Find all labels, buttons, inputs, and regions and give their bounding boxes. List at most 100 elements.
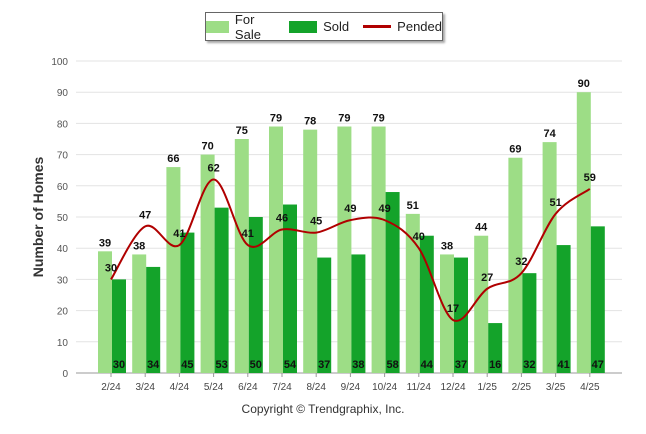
x-tick-label: 3/24 [135, 382, 155, 393]
x-tick-label: 8/24 [306, 382, 326, 393]
data-label-pended: 49 [344, 203, 356, 215]
y-tick-label: 40 [57, 244, 69, 255]
legend-item-for-sale: For Sale [206, 12, 275, 42]
data-label-for-sale: 70 [201, 141, 213, 153]
legend-item-pended: Pended [363, 19, 442, 34]
data-label-pended: 51 [549, 197, 561, 209]
data-label-sold: 37 [318, 359, 330, 371]
legend-swatch-sold [289, 20, 318, 33]
bar-for-sale [542, 142, 557, 373]
bar-sold [283, 204, 297, 373]
bar-sold [385, 192, 400, 373]
data-label-sold: 30 [113, 359, 125, 371]
x-tick-label: 10/24 [372, 382, 397, 393]
bar-sold [180, 232, 195, 373]
data-label-sold: 53 [215, 359, 227, 371]
bar-for-sale [234, 139, 249, 373]
y-tick-label: 30 [57, 275, 69, 286]
bar-sold [488, 323, 503, 373]
data-label-sold: 54 [284, 359, 297, 371]
data-label-sold: 50 [250, 359, 262, 371]
x-tick-label: 3/25 [546, 382, 566, 393]
y-axis-label: Number of Homes [30, 156, 46, 278]
bar-for-sale [405, 213, 420, 373]
bar-for-sale [269, 126, 283, 374]
bar-sold [556, 245, 571, 373]
data-label-for-sale: 79 [270, 113, 282, 125]
x-tick-label: 2/25 [512, 382, 532, 393]
bar-for-sale [98, 251, 112, 373]
data-label-sold: 44 [421, 359, 434, 371]
x-tick-label: 11/24 [407, 382, 432, 393]
legend: For Sale Sold Pended [205, 12, 443, 42]
bar-for-sale [132, 254, 147, 373]
data-label-for-sale: 38 [133, 240, 145, 252]
data-label-for-sale: 44 [475, 222, 488, 234]
data-label-for-sale: 79 [372, 113, 384, 125]
y-tick-label: 60 [57, 182, 69, 193]
y-tick-label: 0 [62, 369, 68, 380]
x-tick-label: 2/24 [101, 382, 121, 393]
x-tick-label: 1/25 [477, 382, 497, 393]
bar-sold [522, 273, 537, 373]
data-label-sold: 45 [181, 359, 193, 371]
legend-label-pended: Pended [397, 19, 442, 34]
data-label-pended: 46 [276, 212, 288, 224]
bar-sold [214, 207, 229, 373]
copyright: Copyright © Trendgraphix, Inc. [241, 402, 405, 416]
data-label-for-sale: 90 [578, 78, 590, 90]
data-label-pended: 59 [584, 172, 596, 184]
x-tick-label: 6/24 [238, 382, 258, 393]
bar-for-sale [166, 167, 181, 373]
bar-for-sale [371, 126, 386, 374]
data-label-sold: 41 [557, 359, 569, 371]
data-label-for-sale: 79 [338, 113, 350, 125]
bar-for-sale [508, 157, 523, 373]
data-label-sold: 37 [455, 359, 467, 371]
x-tick-label: 12/24 [440, 382, 465, 393]
data-label-sold: 16 [489, 359, 501, 371]
data-label-for-sale: 39 [99, 237, 111, 249]
data-label-pended: 45 [310, 216, 322, 228]
x-tick-label: 7/24 [272, 382, 292, 393]
data-label-pended: 41 [173, 228, 185, 240]
data-label-for-sale: 38 [441, 240, 453, 252]
data-label-for-sale: 51 [407, 200, 419, 212]
data-label-pended: 32 [515, 256, 527, 268]
y-tick-label: 10 [57, 338, 69, 349]
bar-for-sale [200, 154, 215, 373]
legend-item-sold: Sold [289, 19, 349, 34]
bar-sold [112, 279, 126, 373]
x-tick-label: 4/25 [580, 382, 600, 393]
y-tick-label: 50 [57, 213, 69, 224]
data-label-pended: 62 [207, 163, 219, 175]
data-label-pended: 47 [139, 209, 151, 221]
data-label-sold: 34 [147, 359, 160, 371]
legend-swatch-for-sale [206, 20, 229, 33]
data-label-pended: 17 [447, 303, 459, 315]
bar-for-sale [576, 92, 591, 373]
bar-sold [248, 217, 263, 373]
y-tick-label: 100 [51, 57, 68, 68]
data-label-for-sale: 66 [167, 153, 179, 165]
y-tick-label: 20 [57, 307, 69, 318]
y-tick-label: 70 [57, 151, 69, 162]
x-tick-label: 9/24 [341, 382, 361, 393]
y-tick-label: 90 [57, 88, 69, 99]
bar-for-sale [474, 235, 489, 373]
bar-sold [590, 226, 605, 373]
legend-label-for-sale: For Sale [234, 11, 261, 42]
bar-sold [419, 235, 434, 373]
data-label-sold: 38 [352, 359, 364, 371]
bar-for-sale [303, 129, 318, 373]
x-tick-label: 5/24 [204, 382, 224, 393]
data-label-sold: 58 [386, 359, 398, 371]
data-label-pended: 49 [378, 203, 390, 215]
data-label-for-sale: 69 [509, 144, 521, 156]
data-label-for-sale: 74 [543, 128, 556, 140]
legend-swatch-pended [363, 25, 392, 28]
legend-label-sold: Sold [323, 19, 350, 34]
data-label-sold: 47 [592, 359, 604, 371]
y-tick-label: 80 [57, 119, 69, 130]
